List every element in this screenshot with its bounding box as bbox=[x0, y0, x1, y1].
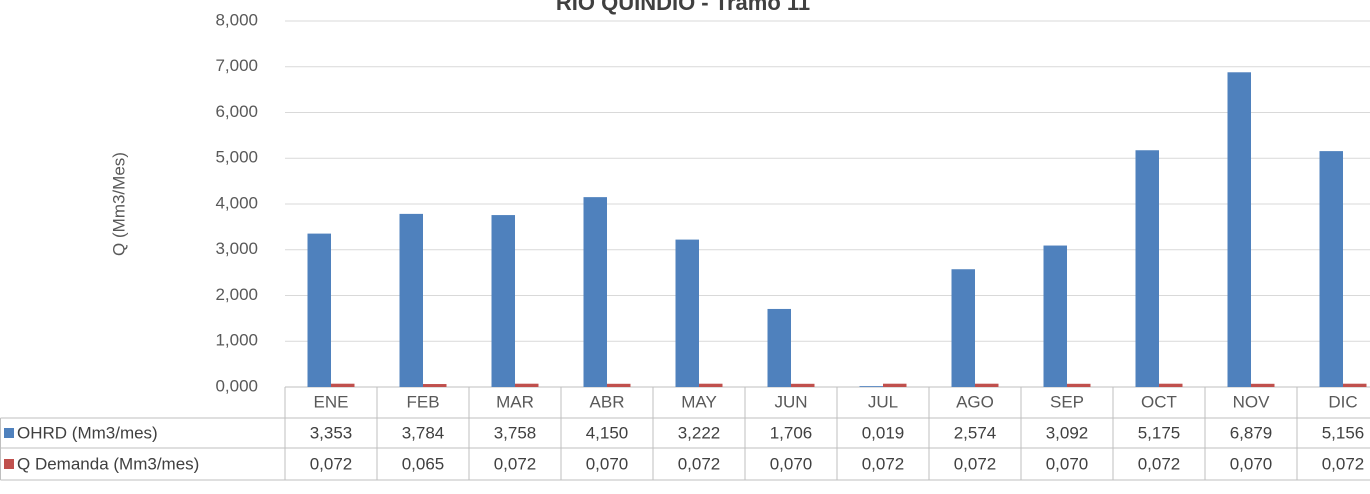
x-tick-label: JUL bbox=[868, 392, 898, 411]
bar bbox=[1135, 150, 1159, 387]
bar bbox=[699, 383, 723, 387]
table-cell: 3,758 bbox=[494, 423, 537, 442]
bar bbox=[583, 197, 607, 387]
y-tick-label: 6,000 bbox=[215, 102, 258, 121]
table-cell: 3,784 bbox=[402, 423, 445, 442]
legend-key bbox=[4, 459, 14, 469]
y-tick-label: 5,000 bbox=[215, 148, 258, 167]
bar bbox=[607, 383, 631, 387]
bar bbox=[399, 213, 423, 387]
table-cell: 0,072 bbox=[862, 454, 905, 473]
bar bbox=[1319, 151, 1343, 387]
bar bbox=[331, 383, 355, 387]
table-cell: 3,222 bbox=[678, 423, 721, 442]
y-tick-label: 2,000 bbox=[215, 285, 258, 304]
y-tick-label: 7,000 bbox=[215, 56, 258, 75]
bar bbox=[859, 386, 883, 387]
x-tick-label: DIC bbox=[1328, 392, 1357, 411]
bar bbox=[675, 239, 699, 387]
table-cell: 1,706 bbox=[770, 423, 813, 442]
x-tick-label: SEP bbox=[1050, 392, 1084, 411]
bar bbox=[307, 233, 331, 387]
x-tick-label: ENE bbox=[314, 392, 349, 411]
table-cell: 3,353 bbox=[310, 423, 353, 442]
bar bbox=[1343, 383, 1367, 387]
x-tick-label: AGO bbox=[956, 392, 994, 411]
table-cell: 6,879 bbox=[1230, 423, 1273, 442]
x-tick-label: OCT bbox=[1141, 392, 1177, 411]
bar bbox=[423, 384, 447, 387]
table-cell: 0,065 bbox=[402, 454, 445, 473]
y-tick-label: 0,000 bbox=[215, 376, 258, 395]
table-cell: 0,070 bbox=[770, 454, 813, 473]
table-cell: 0,072 bbox=[310, 454, 353, 473]
x-tick-label: NOV bbox=[1233, 392, 1271, 411]
bar bbox=[491, 215, 515, 387]
bar bbox=[951, 269, 975, 387]
table-cell: 0,070 bbox=[1046, 454, 1089, 473]
table-cell: 0,072 bbox=[954, 454, 997, 473]
legend-key bbox=[4, 428, 14, 438]
x-tick-label: JUN bbox=[774, 392, 807, 411]
bar bbox=[883, 383, 907, 387]
bar bbox=[1227, 72, 1251, 387]
y-tick-label: 8,000 bbox=[215, 10, 258, 29]
chart-title: RIO QUINDIO - Tramo 11 bbox=[556, 0, 810, 15]
table-cell: 2,574 bbox=[954, 423, 997, 442]
legend-label: Q Demanda (Mm3/mes) bbox=[17, 454, 199, 473]
x-tick-label: MAR bbox=[496, 392, 534, 411]
table-cell: 4,150 bbox=[586, 423, 629, 442]
bar bbox=[975, 383, 999, 387]
table-cell: 0,019 bbox=[862, 423, 905, 442]
bar bbox=[767, 308, 791, 387]
y-tick-label: 4,000 bbox=[215, 193, 258, 212]
table-cell: 0,072 bbox=[1322, 454, 1365, 473]
bar bbox=[1067, 383, 1091, 387]
x-tick-label: ABR bbox=[590, 392, 625, 411]
y-axis-label: Q (Mm3/Mes) bbox=[109, 152, 128, 256]
table-cell: 0,072 bbox=[494, 454, 537, 473]
table-cell: 0,072 bbox=[1138, 454, 1181, 473]
y-tick-label: 3,000 bbox=[215, 239, 258, 258]
table-cell: 5,175 bbox=[1138, 423, 1181, 442]
x-tick-label: MAY bbox=[681, 392, 717, 411]
x-tick-label: FEB bbox=[406, 392, 439, 411]
bar bbox=[515, 383, 539, 387]
bar bbox=[791, 383, 815, 387]
y-tick-label: 1,000 bbox=[215, 331, 258, 350]
table-cell: 0,072 bbox=[678, 454, 721, 473]
bar bbox=[1251, 383, 1275, 387]
table-cell: 0,070 bbox=[586, 454, 629, 473]
bar bbox=[1159, 383, 1183, 387]
bar bbox=[1043, 245, 1067, 387]
table-cell: 3,092 bbox=[1046, 423, 1089, 442]
table-cell: 5,156 bbox=[1322, 423, 1365, 442]
legend-label: OHRD (Mm3/mes) bbox=[17, 423, 158, 442]
table-cell: 0,070 bbox=[1230, 454, 1273, 473]
